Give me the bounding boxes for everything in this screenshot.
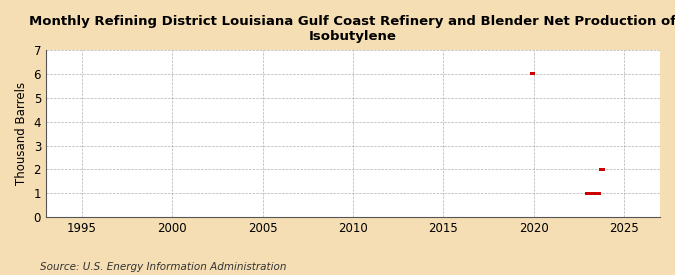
Title: Monthly Refining District Louisiana Gulf Coast Refinery and Blender Net Producti: Monthly Refining District Louisiana Gulf… (30, 15, 675, 43)
Bar (585, 192, 601, 195)
Bar (599, 168, 605, 171)
Bar (530, 72, 535, 75)
Y-axis label: Thousand Barrels: Thousand Barrels (15, 82, 28, 185)
Text: Source: U.S. Energy Information Administration: Source: U.S. Energy Information Administ… (40, 262, 287, 271)
